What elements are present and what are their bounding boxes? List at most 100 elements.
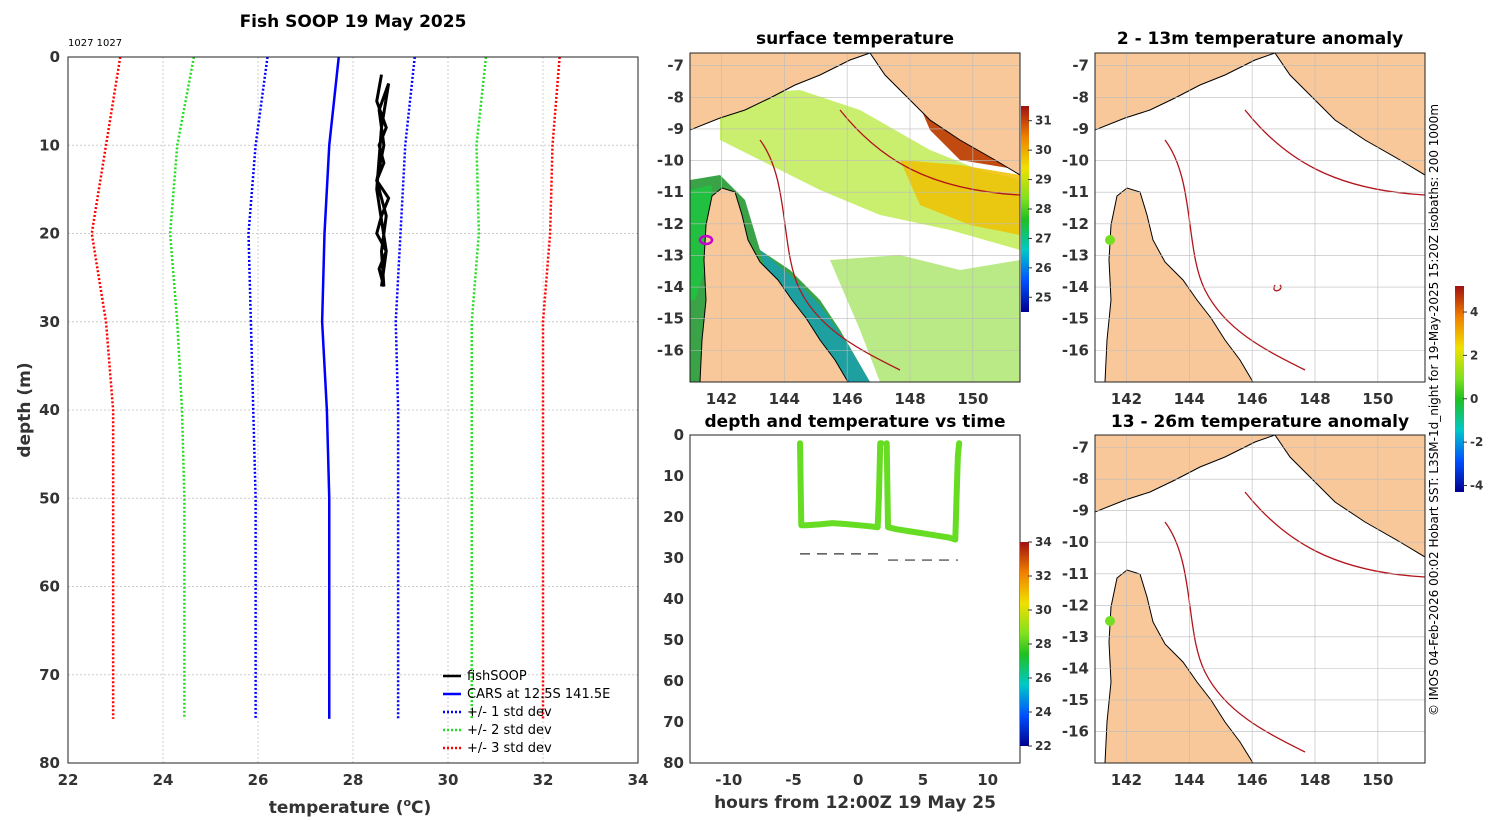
depthtime-title: depth and temperature vs time xyxy=(705,412,1006,432)
anom1-y-tick: -16 xyxy=(1062,341,1089,359)
profile-x-tick: 26 xyxy=(248,771,269,789)
sst-colorbar xyxy=(1021,106,1029,312)
anomaly-cb-tick: 2 xyxy=(1470,348,1478,362)
anom1-y-tick: -11 xyxy=(1062,183,1089,201)
series--3-std-dev xyxy=(90,56,122,719)
sst-cb-tick: 28 xyxy=(1035,202,1052,216)
depthtime-x-tick: -10 xyxy=(715,771,742,789)
anom2-x-tick: 150 xyxy=(1362,771,1393,789)
anom2-title: 13 - 26m temperature anomaly xyxy=(1111,412,1409,432)
profile-x-ticks: 22 24 26 28 30 32 34 xyxy=(58,771,649,789)
profile-x-tick: 30 xyxy=(438,771,459,789)
sst-y-tick: -9 xyxy=(667,120,684,138)
anom1-x-ticks: 142 144 146 148 150 xyxy=(1111,390,1394,408)
sst-cb-tick: 26 xyxy=(1035,261,1052,275)
depthtime-y-tick: 20 xyxy=(663,508,684,526)
anom2-y-tick: -9 xyxy=(1072,502,1089,520)
anom1-y-tick: -12 xyxy=(1062,215,1089,233)
sst-y-tick: -14 xyxy=(657,278,684,296)
sst-cb-tick: 31 xyxy=(1035,114,1052,128)
credit-text: © IMOS 04-Feb-2026 00:02 Hobart SST: L3S… xyxy=(1427,104,1441,716)
profile-y-tick: 40 xyxy=(39,401,60,419)
sst-x-tick: 148 xyxy=(894,390,925,408)
anom1-grid xyxy=(1095,53,1425,382)
anom1-y-tick: -14 xyxy=(1062,278,1089,296)
depthtime-colorbar-ticks: 34 32 30 28 26 24 22 xyxy=(1028,535,1052,753)
profile-xlabel: temperature (oC) xyxy=(269,796,432,818)
depthtime-track-1 xyxy=(797,440,885,531)
anom1-map xyxy=(1095,53,1425,382)
depthtime-y-tick: 30 xyxy=(663,549,684,567)
anom2-grid xyxy=(1095,435,1425,763)
anom1-title: 2 - 13m temperature anomaly xyxy=(1117,29,1403,49)
depthtime-x-tick: -5 xyxy=(785,771,802,789)
sst-ship-marker xyxy=(698,234,714,246)
anom2-y-tick: -15 xyxy=(1062,691,1089,709)
sst-colorbar-ticks: 31 30 29 28 27 26 25 xyxy=(1028,114,1052,304)
profile-y-tick: 30 xyxy=(39,313,60,331)
depthtime-y-tick: 70 xyxy=(663,713,684,731)
depthtime-cb-tick: 32 xyxy=(1035,569,1052,583)
depthtime-x-tick: 10 xyxy=(977,771,998,789)
depthtime-y-tick: 50 xyxy=(663,631,684,649)
anom2-x-tick: 146 xyxy=(1236,771,1267,789)
profile-legend: fishSOOP CARS at 12.5S 141.5E +/- 1 std … xyxy=(443,669,610,756)
profile-y-tick: 0 xyxy=(50,48,60,66)
anom2-y-tick: -14 xyxy=(1062,659,1089,677)
depthtime-frame xyxy=(689,434,1021,764)
sst-y-tick: -12 xyxy=(657,215,684,233)
anom1-x-tick: 142 xyxy=(1111,390,1142,408)
depthtime-y-tick: 60 xyxy=(663,672,684,690)
sst-title: surface temperature xyxy=(756,29,954,49)
profile-grid xyxy=(67,56,639,764)
sst-x-tick: 142 xyxy=(706,390,737,408)
anom1-ship-marker xyxy=(1105,235,1115,245)
anom1-x-tick: 148 xyxy=(1299,390,1330,408)
sst-grid xyxy=(690,53,1020,382)
anom2-y-tick: -7 xyxy=(1072,439,1089,457)
profile-lines xyxy=(90,56,561,719)
sst-land-north xyxy=(690,53,1020,176)
sst-land-capeyork xyxy=(699,187,849,382)
sst-x-tick: 150 xyxy=(957,390,988,408)
profile-ylabel: depth (m) xyxy=(15,362,35,457)
depthtime-cb-tick: 22 xyxy=(1035,739,1052,753)
depthtime-x-tick: 5 xyxy=(918,771,928,789)
anom2-ship-marker xyxy=(1105,616,1115,626)
series--1-std-dev-upper- xyxy=(394,56,416,719)
anom1-x-tick: 144 xyxy=(1174,390,1205,408)
anom1-land-north xyxy=(1095,53,1425,176)
sst-y-tick: -13 xyxy=(657,246,684,264)
profile-x-tick: 32 xyxy=(533,771,554,789)
profile-frame xyxy=(67,56,639,764)
depthtime-y-tick: 0 xyxy=(674,426,684,444)
profile-y-tick: 20 xyxy=(39,225,60,243)
sst-y-tick: -7 xyxy=(667,57,684,75)
depthtime-y-tick: 80 xyxy=(663,754,684,772)
anom1-y-tick: -10 xyxy=(1062,152,1089,170)
fishsoop-line xyxy=(375,74,391,287)
sst-y-tick: -16 xyxy=(657,341,684,359)
anomaly-cb-tick: -2 xyxy=(1470,435,1483,449)
anom2-x-tick: 142 xyxy=(1111,771,1142,789)
anom2-y-tick: -12 xyxy=(1062,596,1089,614)
series--2-std-dev-upper- xyxy=(470,56,488,719)
anom2-y-tick: -8 xyxy=(1072,470,1089,488)
legend-std3: +/- 3 std dev xyxy=(467,741,552,756)
anom1-y-tick: -9 xyxy=(1072,120,1089,138)
fishsoop-trace xyxy=(375,74,391,287)
anom1-y-tick: -15 xyxy=(1062,310,1089,328)
anom2-y-tick: -11 xyxy=(1062,565,1089,583)
anom2-map xyxy=(1095,435,1425,763)
series--1-std-dev xyxy=(247,56,269,719)
sst-y-tick: -15 xyxy=(657,310,684,328)
anom2-land-capeyork xyxy=(1104,569,1254,763)
profile-y-tick: 50 xyxy=(39,489,60,507)
depthtime-cb-tick: 26 xyxy=(1035,671,1052,685)
depthtime-cb-tick: 24 xyxy=(1035,705,1052,719)
depthtime-y-tick: 40 xyxy=(663,590,684,608)
legend-fishsoop: fishSOOP xyxy=(467,669,527,684)
profile-y-tick: 70 xyxy=(39,666,60,684)
anom1-frame xyxy=(1094,52,1426,383)
